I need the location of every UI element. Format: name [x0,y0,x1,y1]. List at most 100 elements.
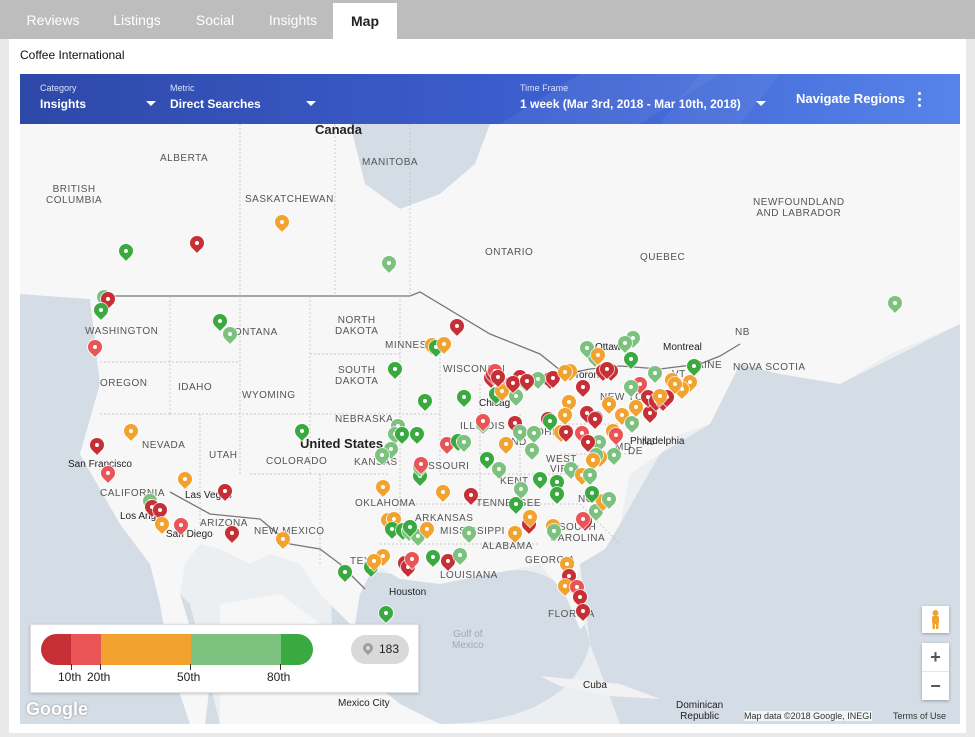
location-pin-icon[interactable] [509,389,523,407]
location-pin-icon[interactable] [576,512,590,530]
location-pin-icon[interactable] [101,292,115,310]
location-pin-icon[interactable] [558,579,572,597]
category-select[interactable]: Category Insights [40,74,160,124]
location-pin-icon[interactable] [453,548,467,566]
location-pin-icon[interactable] [414,457,428,475]
location-pin-icon[interactable] [625,416,639,434]
location-pin-icon[interactable] [508,526,522,544]
location-pin-icon[interactable] [531,372,545,390]
location-pin-icon[interactable] [391,419,405,437]
location-pin-icon[interactable] [514,482,528,500]
location-pin-icon[interactable] [618,336,632,354]
location-pin-icon[interactable] [602,492,616,510]
location-pin-icon[interactable] [90,438,104,456]
location-pin-icon[interactable] [888,296,902,314]
location-pin-icon[interactable] [410,427,424,445]
location-pin-icon[interactable] [588,412,602,430]
location-pin-icon[interactable] [491,370,505,388]
location-pin-icon[interactable] [276,532,290,550]
location-pin-icon[interactable] [543,414,557,432]
location-pin-icon[interactable] [411,529,425,547]
location-pin-icon[interactable] [546,371,560,389]
more-options-icon[interactable] [918,92,922,108]
location-pin-icon[interactable] [450,319,464,337]
location-pin-icon[interactable] [388,362,402,380]
location-pin-icon[interactable] [576,604,590,622]
location-pin-icon[interactable] [457,390,471,408]
location-pin-icon[interactable] [190,236,204,254]
location-pin-icon[interactable] [462,526,476,544]
location-pin-icon[interactable] [403,520,417,538]
terms-of-use-link[interactable]: Terms of Use [893,711,947,721]
location-pin-icon[interactable] [643,406,657,424]
location-pin-icon[interactable] [509,497,523,515]
location-pin-icon[interactable] [275,215,289,233]
location-pin-icon[interactable] [581,435,595,453]
location-pin-icon[interactable] [225,526,239,544]
location-pin-icon[interactable] [600,362,614,380]
location-pin-icon[interactable] [376,480,390,498]
location-pin-icon[interactable] [384,442,398,460]
location-pin-icon[interactable] [558,365,572,383]
location-pin-icon[interactable] [155,517,169,535]
location-pin-icon[interactable] [395,427,409,445]
location-pin-icon[interactable] [653,389,667,407]
location-pin-icon[interactable] [607,448,621,466]
location-pin-icon[interactable] [583,468,597,486]
location-pin-icon[interactable] [499,437,513,455]
location-pin-icon[interactable] [570,580,584,598]
zoom-in-button[interactable]: + [930,647,941,667]
location-pin-icon[interactable] [547,524,561,542]
location-pin-icon[interactable] [508,416,522,434]
tab-social[interactable]: Social [195,12,235,28]
location-pin-icon[interactable] [533,472,547,490]
timeframe-select[interactable]: Time Frame 1 week (Mar 3rd, 2018 - Mar 1… [520,74,760,124]
location-pin-icon[interactable] [580,341,594,359]
location-pin-icon[interactable] [218,484,232,502]
location-pin-icon[interactable] [527,426,541,444]
navigate-regions-button[interactable]: Navigate Regions [796,91,906,106]
location-pin-icon[interactable] [385,522,399,540]
location-pin-icon[interactable] [418,394,432,412]
location-pin-icon[interactable] [124,424,138,442]
location-pin-icon[interactable] [624,352,638,370]
location-count-badge[interactable]: 183 [351,635,409,664]
category-chevron-down-icon[interactable] [146,101,156,106]
location-pin-icon[interactable] [457,435,471,453]
location-pin-icon[interactable] [429,340,443,358]
location-pin-icon[interactable] [495,384,509,402]
location-pin-icon[interactable] [513,425,527,443]
location-pin-icon[interactable] [420,522,434,540]
location-pin-icon[interactable] [626,331,640,349]
location-pin-icon[interactable] [178,472,192,490]
location-pin-icon[interactable] [476,414,490,432]
location-pin-icon[interactable] [426,550,440,568]
location-pin-icon[interactable] [382,256,396,274]
location-pin-icon[interactable] [376,549,390,567]
location-pin-icon[interactable] [464,488,478,506]
location-pin-icon[interactable] [629,400,643,418]
location-pin-icon[interactable] [153,503,167,521]
metric-chevron-down-icon[interactable] [306,101,316,106]
location-pin-icon[interactable] [591,348,605,366]
location-pin-icon[interactable] [683,375,697,393]
location-pin-icon[interactable] [480,452,494,470]
location-pin-icon[interactable] [633,377,647,395]
location-pin-icon[interactable] [648,366,662,384]
location-pin-icon[interactable] [624,380,638,398]
location-pin-icon[interactable] [520,374,534,392]
location-pin-icon[interactable] [375,448,389,466]
location-pin-icon[interactable] [440,437,454,455]
location-pin-icon[interactable] [174,518,188,536]
tab-listings[interactable]: Listings [113,12,161,28]
location-pin-icon[interactable] [88,340,102,358]
location-pin-icon[interactable] [562,395,576,413]
location-pin-icon[interactable] [437,337,451,355]
location-pin-icon[interactable] [641,390,655,408]
street-view-pegman-icon[interactable] [922,606,949,633]
location-pin-icon[interactable] [576,380,590,398]
location-pin-icon[interactable] [441,554,455,572]
location-pin-icon[interactable] [609,428,623,446]
location-pin-icon[interactable] [559,425,573,443]
location-pin-icon[interactable] [564,462,578,480]
